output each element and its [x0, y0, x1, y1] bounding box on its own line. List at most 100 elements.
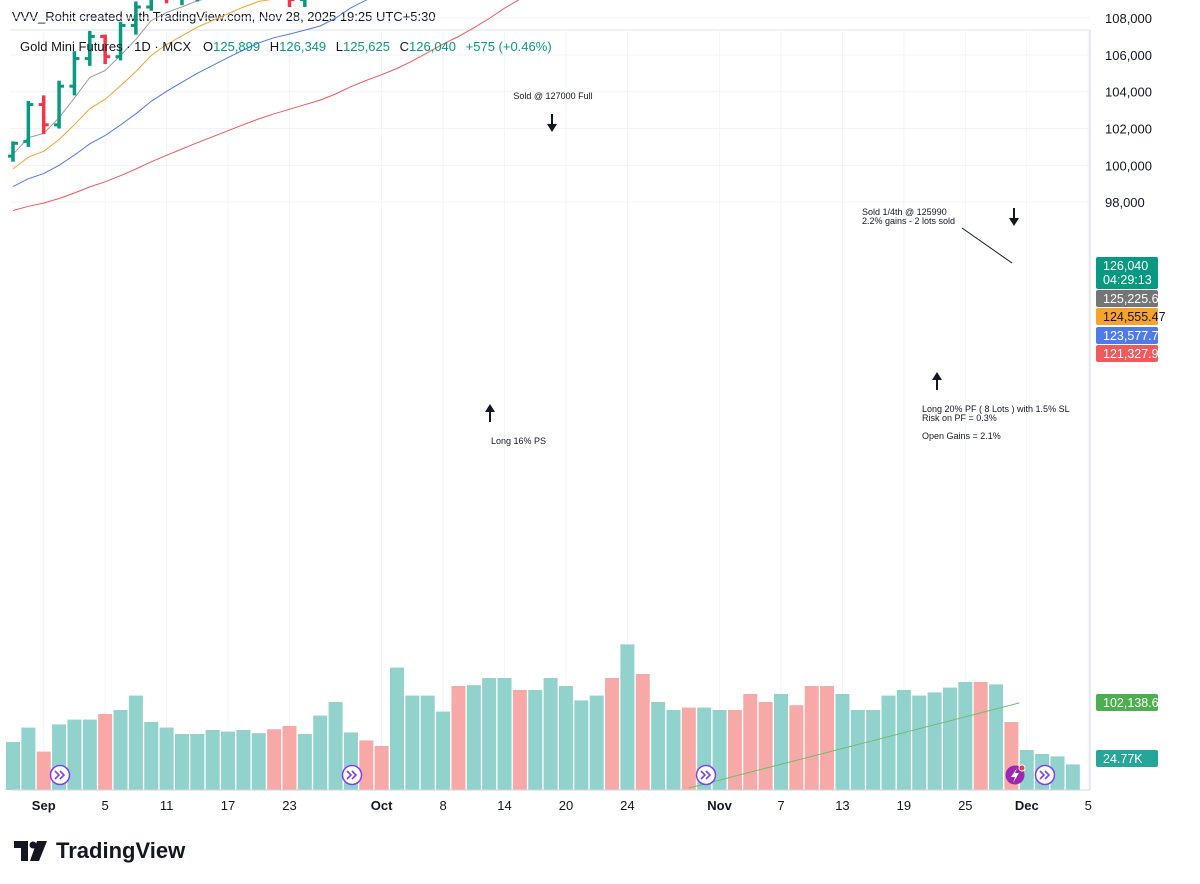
volume-bar: [36, 751, 51, 790]
volume-bar: [651, 702, 666, 790]
volume-bar: [820, 686, 835, 790]
volume-bar: [174, 734, 189, 790]
volume-bar: [313, 715, 328, 790]
ema-fast-label-bg: [1096, 290, 1158, 307]
volume-bar: [67, 719, 82, 790]
ohlc-bar: [146, 0, 153, 11]
ohlc-bar: [287, 0, 295, 8]
volume-bar: [605, 678, 620, 790]
volume-bar: [436, 711, 451, 790]
ema-mid-label-text: 124,555.47: [1103, 310, 1166, 324]
legend-l-label: L: [336, 39, 343, 54]
ohlc-bars: [8, 0, 307, 162]
volume-bar: [835, 694, 850, 790]
volume-ma-line: [688, 702, 1020, 789]
volume-bar: [896, 690, 911, 790]
axes: 98,000 100,000 102,000 104,000 106,000 108,00…: [10, 11, 1152, 813]
volume-bar: [21, 727, 36, 790]
y-tick-label: 108,000: [1105, 11, 1152, 26]
last-price-label-text: 04:29:13: [1103, 273, 1152, 287]
volume-bar: [497, 678, 512, 790]
chart-attribution: VVV_Rohit created with TradingView.com, …: [12, 9, 436, 24]
ohlc-bar: [23, 100, 34, 147]
ema-fast-label: 125,225.60: [1096, 290, 1166, 307]
x-tick-label: 14: [497, 798, 511, 813]
lightning-icon: [1011, 768, 1019, 783]
volume-bar: [205, 730, 220, 790]
tradingview-logo[interactable]: TradingView: [14, 838, 185, 864]
volume-bar: [774, 694, 788, 790]
annotation-long-pf-2: Risk on PF = 0.3%: [922, 413, 997, 423]
volume-bar: [251, 733, 266, 790]
long-pf-arrow: [932, 372, 942, 390]
volume-bar: [681, 707, 696, 790]
x-tick-label: 5: [102, 798, 109, 813]
volume-bar: [712, 710, 727, 790]
legend-ohlc: O125,899 H126,349 L125,625 C126,040 +575…: [203, 39, 552, 54]
arrow-head: [547, 124, 557, 132]
x-tick-label: 13: [835, 798, 849, 813]
y-tick-label: 100,000: [1105, 158, 1152, 173]
legend-c-label: C: [400, 39, 409, 54]
volume-bar: [727, 710, 742, 790]
x-tick-label: 17: [221, 798, 235, 813]
volume-bar: [989, 684, 1004, 790]
y-tick-label: 102,000: [1105, 122, 1152, 137]
annotation-long-pf-3: Open Gains = 2.1%: [922, 431, 1001, 441]
event-marker-icon[interactable]: [695, 764, 717, 786]
notification-dot: [1018, 764, 1026, 772]
volume-label-bg: [1096, 750, 1158, 767]
annotations: Sold @ 127000 Full Long 16% PS Sold 1/4th …: [485, 91, 1070, 446]
volume-bar: [927, 692, 942, 790]
tradingview-logo-icon: [14, 841, 47, 861]
ema-slow-label-bg: [1096, 327, 1158, 344]
ema-slow-label-text: 123,577.78: [1103, 329, 1166, 343]
volume-bar: [282, 726, 297, 790]
event-marker-icon[interactable]: [49, 764, 71, 786]
event-marker-icon[interactable]: [1034, 764, 1056, 786]
volume-bar: [528, 690, 543, 790]
volume-bar: [482, 678, 497, 790]
legend-o-value: 125,899: [213, 39, 260, 54]
legend-c-value: 126,040: [409, 39, 456, 54]
ema-mid-label-bg: [1096, 308, 1158, 325]
event-marker-chevrons: [1039, 770, 1051, 780]
event-marker-chevrons: [54, 770, 66, 780]
ohlc-bar: [299, 0, 307, 8]
ohlc-bar: [54, 80, 65, 129]
event-marker-icon[interactable]: [341, 764, 363, 786]
volume-bar: [558, 686, 573, 790]
y-tick-label: 98,000: [1105, 195, 1145, 210]
x-tick-label: 8: [439, 798, 446, 813]
volume-moving-average: [688, 702, 1020, 789]
legend-l-value: 125,625: [343, 39, 390, 54]
volume-ma-label: 102,138.69: [1096, 694, 1166, 711]
volume-ma-label-text: 102,138.69: [1103, 696, 1166, 710]
volume-bar: [328, 702, 343, 790]
volume-bar: [236, 730, 251, 790]
volume-bar: [758, 702, 773, 790]
x-tick-label: 5: [1085, 798, 1092, 813]
ohlc-bar: [8, 141, 18, 162]
flash-event-icon[interactable]: [1005, 764, 1026, 785]
tradingview-logo-text: TradingView: [56, 838, 186, 863]
volume-bar: [512, 690, 527, 790]
legend-h-label: H: [270, 39, 279, 54]
event-marker-chevrons: [346, 770, 358, 780]
volume-bar: [958, 682, 973, 790]
x-tick-label: 24: [620, 798, 634, 813]
volume-bar: [942, 687, 957, 790]
legend-h-value: 126,349: [279, 39, 326, 54]
x-tick-label: 7: [777, 798, 784, 813]
x-tick-label: Oct: [371, 798, 393, 813]
annotation-sold-quarter-1: Sold 1/4th @ 125990: [862, 207, 947, 217]
volume-bar: [190, 734, 205, 790]
ema-long-label: 121,327.94: [1096, 345, 1166, 362]
ohlc-bar: [115, 21, 126, 61]
ohlc-bar: [100, 34, 111, 65]
ema-long-line: [12, 0, 520, 211]
sold-full-arrow: [547, 114, 557, 132]
legend-o-label: O: [203, 39, 213, 54]
